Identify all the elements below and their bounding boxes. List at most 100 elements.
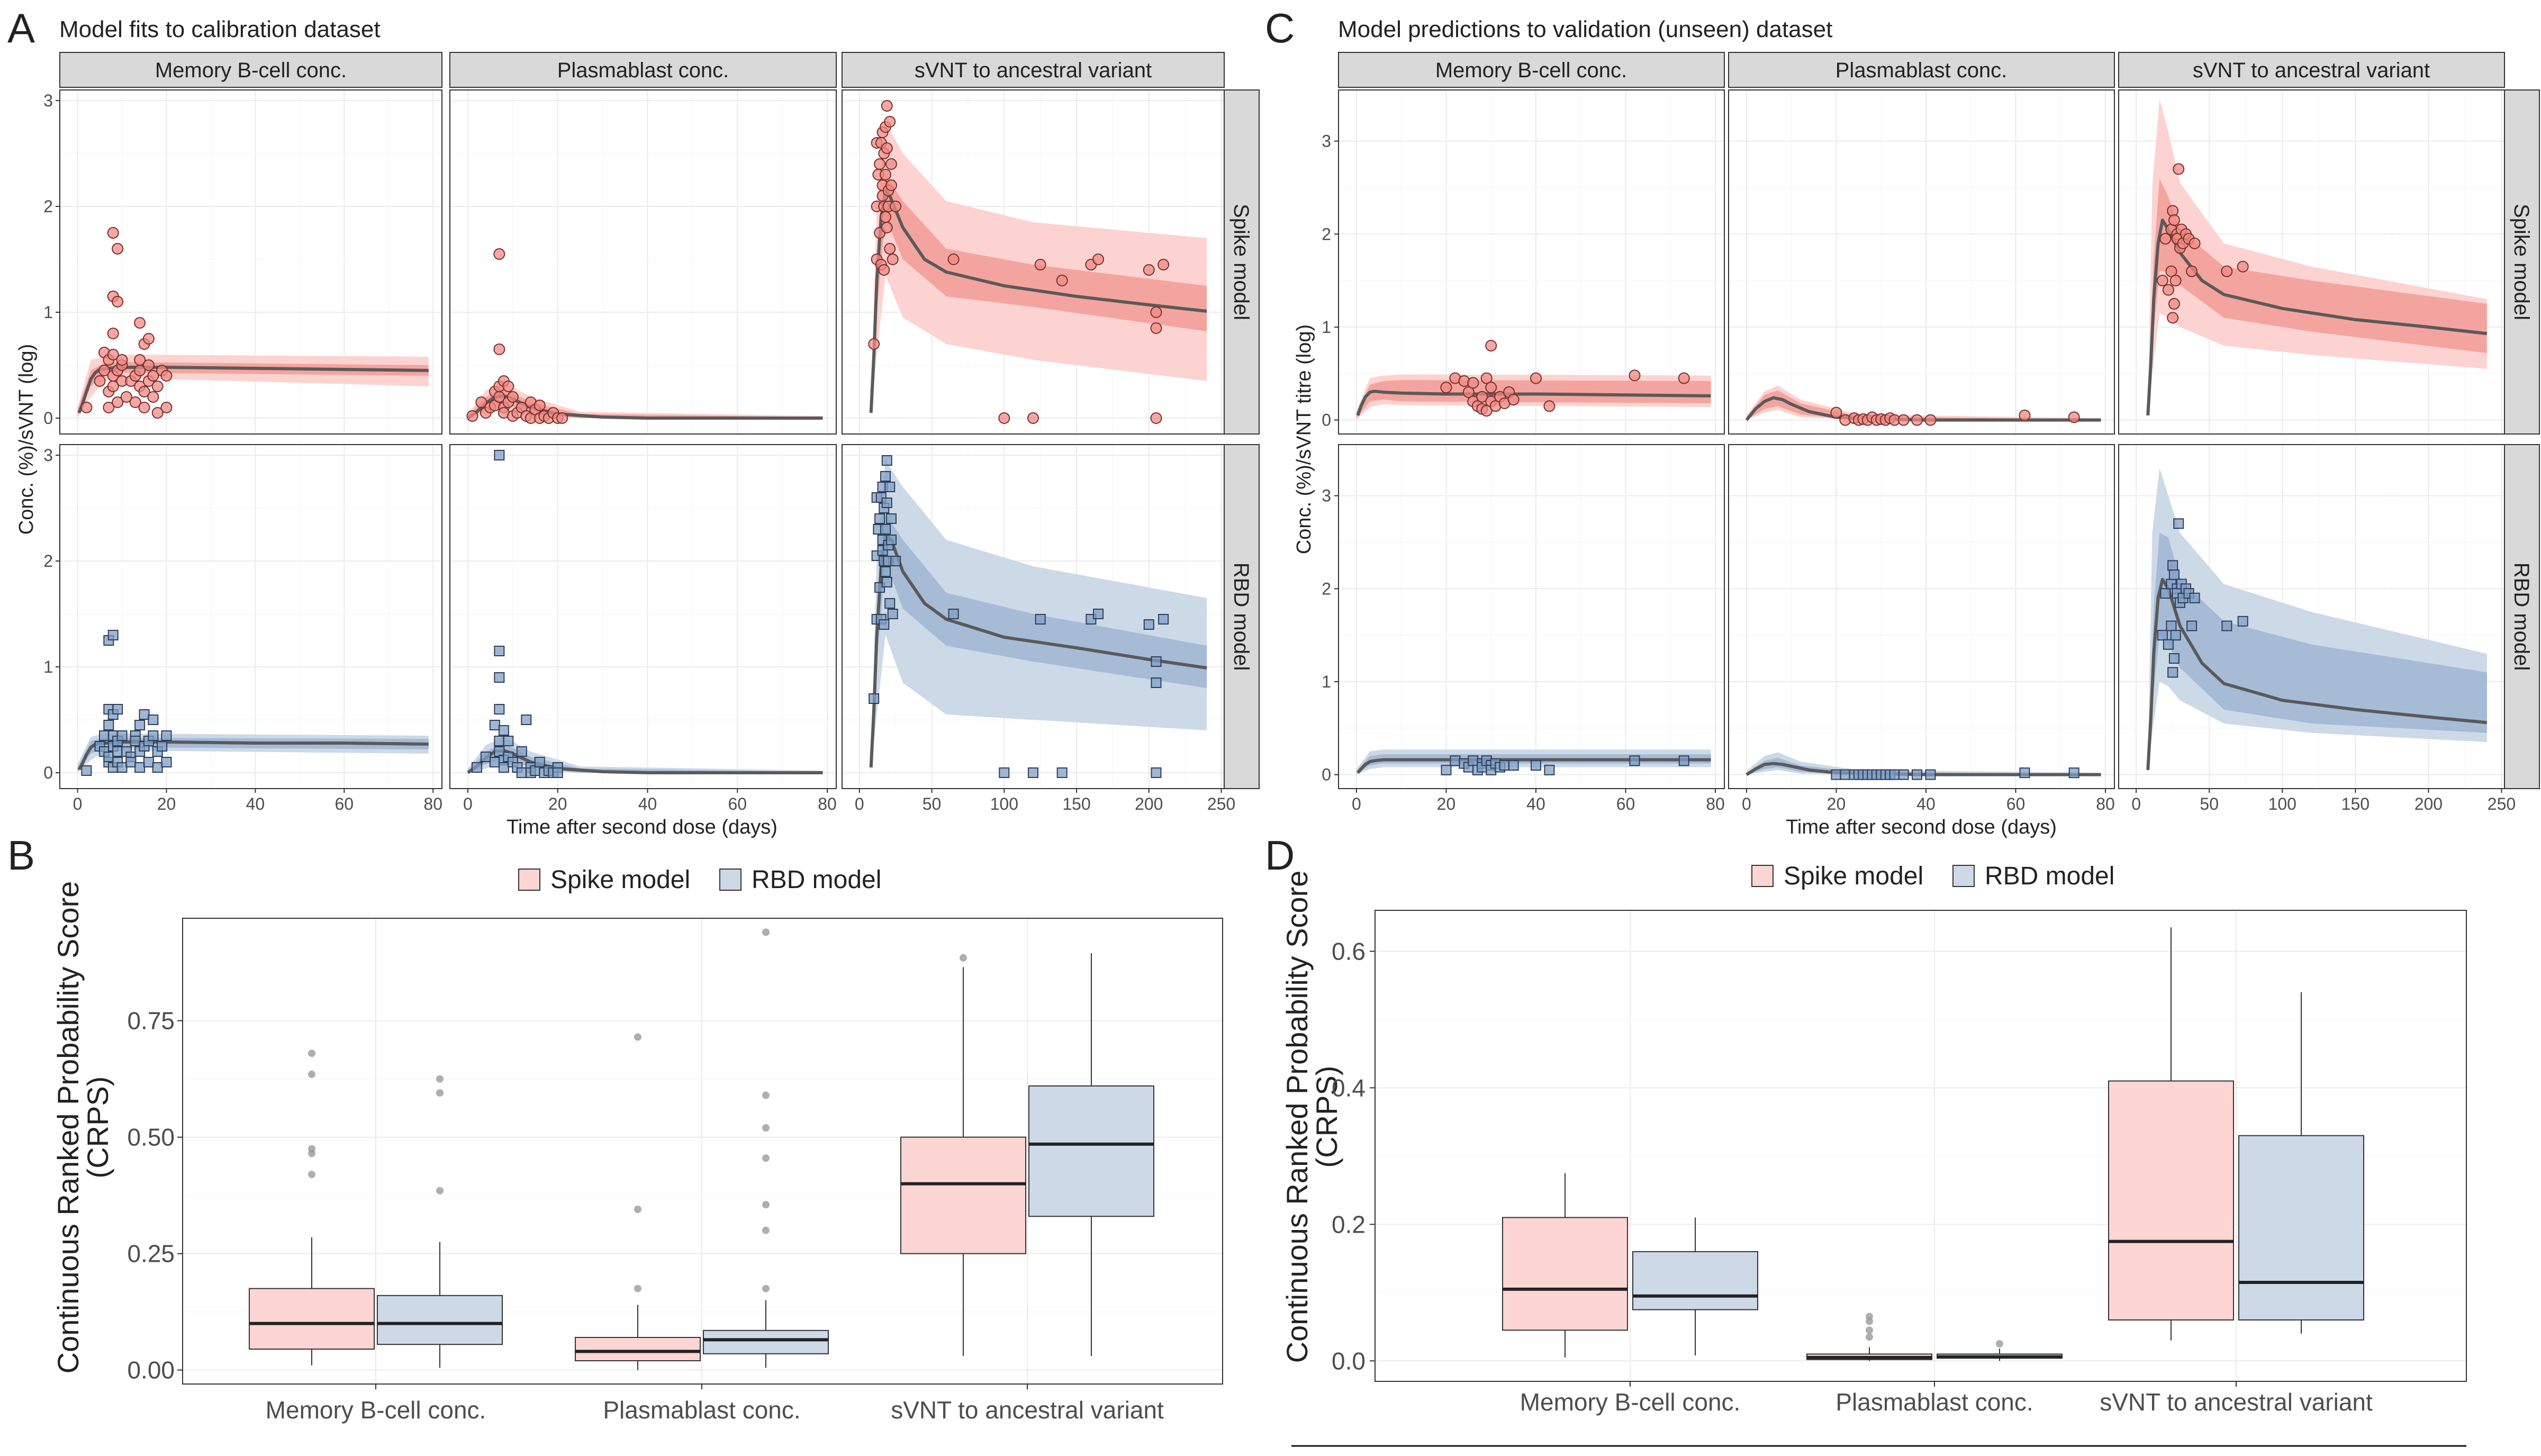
data-point — [2170, 630, 2181, 641]
outlier-point — [960, 954, 967, 962]
facet-c-r0c1 — [1728, 89, 2115, 435]
data-point — [1150, 412, 1162, 424]
data-point — [1485, 382, 1497, 394]
facet-border — [842, 89, 1225, 435]
outlier-point — [436, 1187, 444, 1195]
data-point — [494, 450, 505, 460]
legend-b: Spike model RBD model — [518, 866, 881, 894]
data-point — [1150, 306, 1162, 318]
y-tick-label: 1 — [1322, 318, 1331, 337]
data-point — [103, 752, 114, 762]
data-point — [521, 715, 532, 725]
strip-c-row2 — [2504, 444, 2540, 789]
model-curve — [1356, 390, 1711, 416]
strip-c-row1-label: Spike model — [2510, 204, 2533, 320]
data-point — [2169, 275, 2182, 287]
panel-a-title: Model fits to calibration dataset — [59, 16, 381, 42]
data-point — [881, 455, 892, 466]
data-point — [884, 243, 896, 255]
outlier-point — [762, 1226, 770, 1234]
prediction-band-inner — [2148, 178, 2487, 418]
data-point — [2221, 265, 2233, 277]
data-point — [148, 730, 159, 741]
facet-a-r1c1: 0 20 40 60 80 — [449, 444, 837, 813]
data-point — [880, 471, 891, 482]
data-point — [493, 248, 505, 260]
data-point — [998, 412, 1010, 424]
panel-a-xlabel: Time after second dose (days) — [507, 816, 777, 838]
x-category-label: sVNT to ancestral variant — [2100, 1388, 2373, 1416]
facet-border — [1728, 89, 2115, 435]
data-point — [489, 720, 500, 730]
outlier-point — [762, 1124, 770, 1132]
x-category-label: Memory B-cell conc. — [266, 1396, 486, 1424]
outlier-point — [634, 1033, 641, 1041]
x-tick-label: 80 — [423, 794, 442, 813]
data-point — [1678, 755, 1689, 766]
data-point — [1151, 677, 1162, 688]
data-point — [1056, 275, 1068, 286]
data-point — [1468, 755, 1479, 766]
data-point — [116, 730, 128, 741]
y-tick-label: 2 — [1322, 224, 1331, 243]
x-tick-label: 20 — [548, 794, 567, 813]
panel-d-ylabel-line1: Continuous Ranked Probability Score — [1280, 871, 1314, 1363]
data-point — [1925, 769, 1936, 780]
data-point — [493, 391, 505, 403]
outlier-point — [1866, 1326, 1873, 1334]
data-point — [1897, 414, 1910, 426]
strip-a-row2 — [1224, 444, 1260, 789]
data-point — [887, 254, 899, 265]
facet-border — [449, 444, 837, 789]
strip-c-row2-label: RBD model — [2510, 563, 2533, 671]
data-point — [999, 767, 1010, 778]
data-point — [147, 391, 159, 403]
facet-grid-a: Memory B-cell conc. Plasmablast conc. sV… — [59, 52, 1260, 789]
x-tick-label: 80 — [818, 794, 837, 813]
data-point — [157, 741, 168, 752]
data-point — [494, 736, 505, 746]
data-point — [2186, 265, 2198, 277]
data-point — [94, 375, 106, 387]
y-tick-label: 2 — [43, 551, 53, 571]
data-point — [2167, 560, 2178, 571]
data-point — [1150, 322, 1162, 334]
panel-c-letter: C — [1265, 5, 1295, 51]
data-point — [2162, 284, 2174, 296]
data-point — [2168, 298, 2180, 310]
strip-a-col2 — [449, 52, 837, 88]
data-point — [107, 328, 119, 339]
facet-border — [2118, 89, 2505, 435]
data-point — [1158, 259, 1170, 270]
y-tick-label: 0.50 — [127, 1124, 175, 1151]
y-tick-label: 0.00 — [127, 1356, 175, 1384]
y-tick-label: 0 — [43, 409, 53, 428]
data-point — [498, 762, 509, 773]
x-tick-label: 40 — [1526, 794, 1545, 813]
data-point — [1530, 760, 1541, 771]
data-point — [103, 402, 115, 413]
facet-border — [59, 89, 442, 435]
data-point — [160, 370, 173, 382]
x-tick-label: 200 — [1135, 794, 1163, 813]
y-tick-label: 0.25 — [127, 1240, 175, 1268]
data-point — [1467, 377, 1479, 389]
facet-c-r1c0: 0 1 2 3 0 20 40 60 80 — [1322, 444, 1725, 813]
data-point — [494, 704, 505, 715]
outlier-point — [436, 1089, 444, 1097]
data-point — [887, 609, 898, 619]
prediction-band-inner — [871, 175, 1207, 415]
data-point — [494, 672, 505, 683]
data-point — [1476, 391, 1488, 403]
data-point — [1898, 769, 1909, 780]
panel-a-ylabel: Conc. (%)/sVNT (log) — [15, 344, 38, 535]
outlier-point — [762, 928, 770, 936]
y-tick-label: 0.4 — [1332, 1074, 1366, 1101]
data-point — [112, 746, 123, 757]
y-tick-label: 3 — [43, 446, 53, 465]
facet-c-r1c1: 0 20 40 60 80 — [1728, 444, 2115, 813]
data-point — [116, 354, 128, 366]
x-tick-label: 50 — [2200, 794, 2219, 813]
x-tick-label: 0 — [855, 794, 864, 813]
legend-b-rbd-label: RBD model — [752, 866, 881, 894]
